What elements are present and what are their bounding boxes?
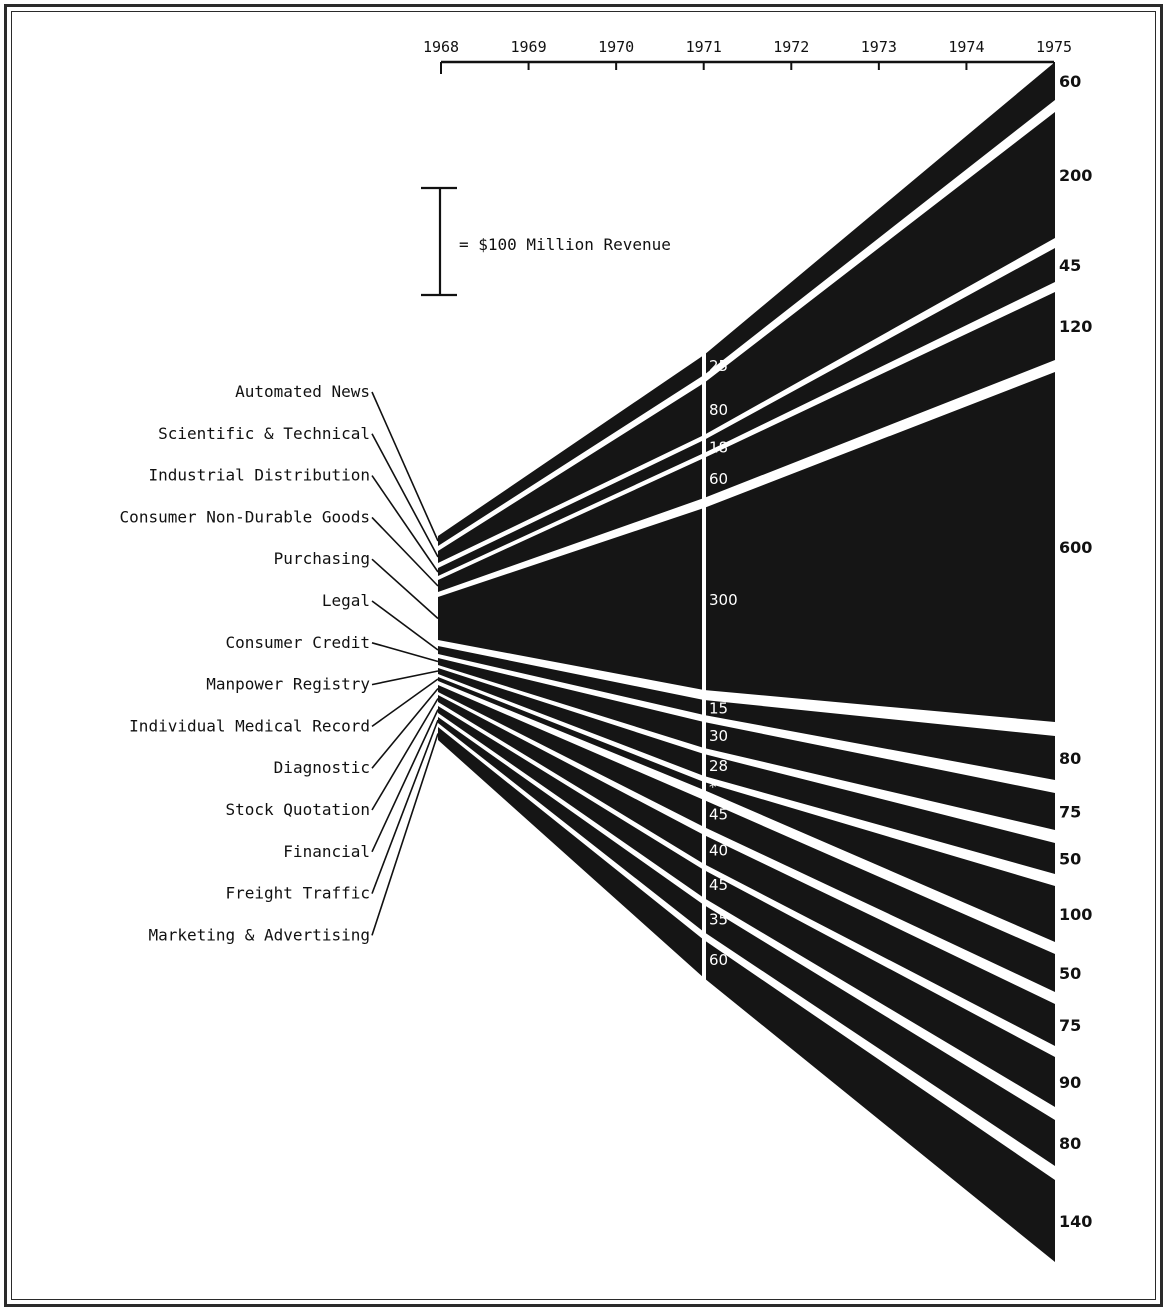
leader-line-consumer-credit bbox=[371, 642, 439, 663]
band-consumer-non-durable-goods bbox=[438, 292, 1055, 592]
category-label-consumer-credit: Consumer Credit bbox=[226, 633, 371, 652]
category-label-individual-medical-record: Individual Medical Record bbox=[129, 716, 370, 735]
value-1975-manpower-registry: 50 bbox=[1059, 850, 1081, 869]
value-1971-scientific-and-technical: 80 bbox=[709, 401, 728, 419]
leader-line-consumer-non-durable-goods bbox=[371, 516, 439, 587]
year-tick-label: 1969 bbox=[511, 38, 547, 56]
category-label-legal: Legal bbox=[322, 591, 370, 610]
band-purchasing bbox=[438, 372, 1055, 722]
band-automated-news bbox=[438, 62, 1055, 546]
value-1971-diagnostic: 45 bbox=[709, 806, 728, 824]
band-legal bbox=[438, 646, 1055, 780]
year-tick-label: 1972 bbox=[773, 38, 809, 56]
value-1975-individual-medical-record: 100 bbox=[1059, 905, 1092, 924]
band-financial bbox=[438, 706, 1055, 1107]
value-1971-manpower-registry: 28 bbox=[709, 757, 728, 775]
category-label-financial: Financial bbox=[283, 842, 370, 861]
category-label-scientific-and-technical: Scientific & Technical bbox=[158, 424, 370, 443]
category-label-consumer-non-durable-goods: Consumer Non-Durable Goods bbox=[120, 507, 370, 526]
value-1971-individual-medical-record: * bbox=[709, 778, 717, 796]
category-label-stock-quotation: Stock Quotation bbox=[226, 800, 371, 819]
value-labels: 60 200 45 120 600 80 75 50 100 50 75 90 80 140 25 80 18 6… bbox=[709, 72, 1092, 1231]
category-label-automated-news: Automated News bbox=[235, 382, 370, 401]
leader-line-automated-news bbox=[371, 391, 439, 542]
band-consumer-credit bbox=[438, 658, 1055, 830]
leader-line-financial bbox=[371, 709, 439, 853]
category-labels: Automated News Scientific & Technical Indu… bbox=[120, 382, 439, 944]
revenue-bands bbox=[438, 62, 1055, 1262]
category-label-purchasing: Purchasing bbox=[274, 549, 370, 568]
scale-legend-text: = $100 Million Revenue bbox=[459, 235, 671, 254]
value-1975-freight-traffic: 80 bbox=[1059, 1134, 1081, 1153]
year-tick-label: 1971 bbox=[686, 38, 722, 56]
value-1975-scientific-and-technical: 200 bbox=[1059, 166, 1092, 185]
value-1975-marketing-and-advertising: 140 bbox=[1059, 1212, 1092, 1231]
band-scientific-and-technical bbox=[438, 112, 1055, 563]
value-1975-consumer-non-durable-goods: 120 bbox=[1059, 317, 1092, 336]
value-1971-legal: 15 bbox=[709, 700, 728, 718]
leader-line-freight-traffic bbox=[371, 719, 439, 894]
year-tick-label: 1974 bbox=[948, 38, 984, 56]
value-1971-purchasing: 300 bbox=[709, 591, 738, 609]
band-freight-traffic bbox=[438, 717, 1055, 1166]
year-tick-label: 1968 bbox=[423, 38, 459, 56]
value-1975-automated-news: 60 bbox=[1059, 72, 1081, 91]
chart-inner-border bbox=[11, 11, 1156, 1300]
value-1971-industrial-distribution: 18 bbox=[709, 439, 728, 457]
band-industrial-distribution bbox=[438, 248, 1055, 576]
band-manpower-registry bbox=[438, 668, 1055, 874]
leader-line-industrial-distribution bbox=[371, 475, 439, 573]
leader-line-manpower-registry bbox=[371, 670, 439, 686]
value-1971-marketing-and-advertising: 60 bbox=[709, 951, 728, 969]
leader-line-purchasing bbox=[371, 558, 439, 620]
category-label-marketing-and-advertising: Marketing & Advertising bbox=[148, 925, 370, 944]
value-1971-automated-news: 25 bbox=[709, 357, 728, 375]
scale-legend: = $100 Million Revenue bbox=[421, 186, 671, 297]
value-1975-legal: 80 bbox=[1059, 749, 1081, 768]
leader-line-legal bbox=[371, 600, 439, 651]
leader-line-individual-medical-record bbox=[371, 678, 439, 728]
value-1975-financial: 90 bbox=[1059, 1073, 1081, 1092]
value-1975-diagnostic: 50 bbox=[1059, 964, 1081, 983]
value-1971-financial: 45 bbox=[709, 876, 728, 894]
year-tick-label: 1973 bbox=[861, 38, 897, 56]
value-1971-consumer-non-durable-goods: 60 bbox=[709, 470, 728, 488]
year-tick-label: 1970 bbox=[598, 38, 634, 56]
band-individual-medical-record bbox=[438, 677, 1055, 942]
leader-line-diagnostic bbox=[371, 687, 439, 769]
value-1971-stock-quotation: 40 bbox=[709, 842, 728, 860]
band-diagnostic bbox=[438, 685, 1055, 992]
value-1975-consumer-credit: 75 bbox=[1059, 803, 1081, 822]
year-tick-label: 1975 bbox=[1036, 38, 1072, 56]
band-stock-quotation bbox=[438, 695, 1055, 1046]
category-label-diagnostic: Diagnostic bbox=[274, 758, 370, 777]
band-marketing-and-advertising bbox=[438, 727, 1055, 1262]
value-1975-purchasing: 600 bbox=[1059, 538, 1092, 557]
value-1975-stock-quotation: 75 bbox=[1059, 1016, 1081, 1035]
value-1975-industrial-distribution: 45 bbox=[1059, 256, 1081, 275]
year-axis: 1968 1969 1970 1971 1972 1973 1974 1975 bbox=[423, 38, 1072, 74]
value-1971-freight-traffic: 35 bbox=[709, 911, 728, 929]
category-label-industrial-distribution: Industrial Distribution bbox=[148, 466, 370, 485]
category-label-manpower-registry: Manpower Registry bbox=[206, 675, 370, 694]
category-label-freight-traffic: Freight Traffic bbox=[226, 884, 371, 903]
leader-line-scientific-and-technical bbox=[371, 433, 439, 558]
leader-line-marketing-and-advertising bbox=[371, 733, 439, 936]
value-1971-consumer-credit: 30 bbox=[709, 727, 728, 745]
leader-line-stock-quotation bbox=[371, 698, 439, 811]
